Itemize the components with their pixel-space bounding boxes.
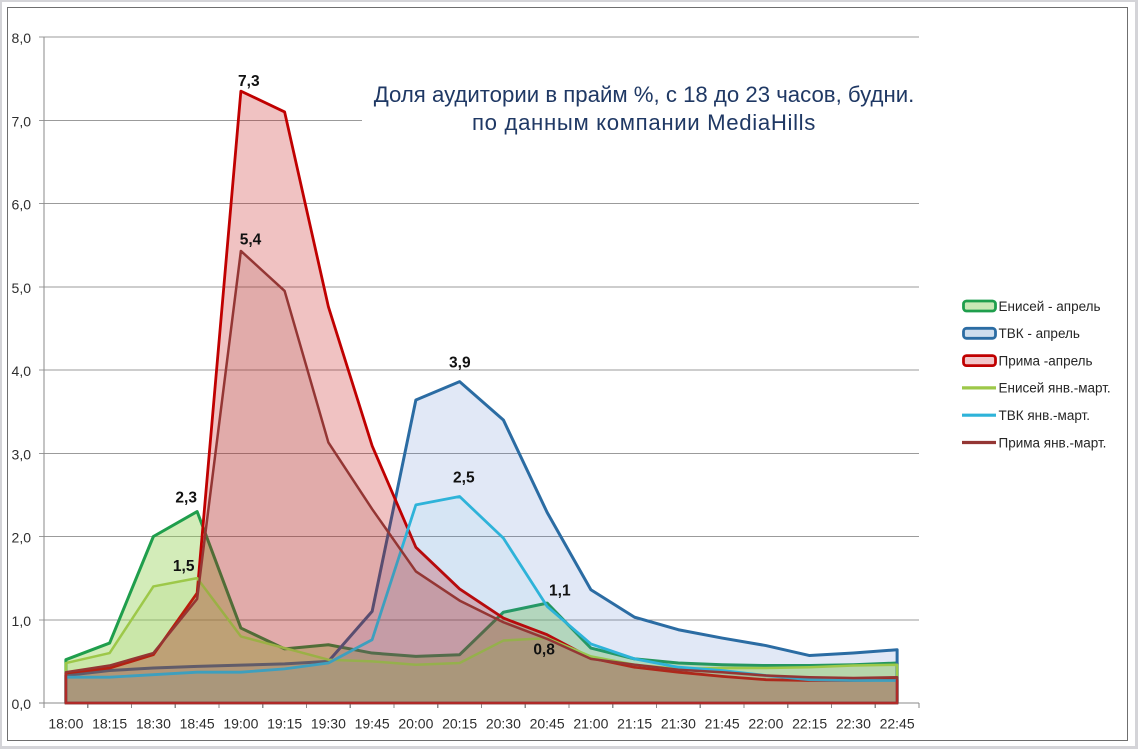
svg-text:22:45: 22:45: [880, 716, 915, 732]
svg-text:0,8: 0,8: [533, 642, 555, 659]
svg-text:Прима янв.-март.: Прима янв.-март.: [999, 435, 1107, 450]
svg-text:Енисей янв.-март.: Енисей янв.-март.: [999, 381, 1111, 396]
svg-text:22:30: 22:30: [836, 716, 871, 732]
svg-text:19:45: 19:45: [355, 716, 390, 732]
svg-text:19:15: 19:15: [267, 716, 302, 732]
svg-text:по данным компании MediaHills: по данным компании MediaHills: [472, 110, 816, 135]
svg-text:21:15: 21:15: [617, 716, 652, 732]
svg-text:Прима -апрель: Прима -апрель: [999, 353, 1093, 368]
svg-text:21:00: 21:00: [573, 716, 608, 732]
svg-text:2,0: 2,0: [12, 530, 32, 546]
svg-text:2,3: 2,3: [175, 489, 197, 506]
svg-text:8,0: 8,0: [12, 30, 32, 46]
svg-text:20:30: 20:30: [486, 716, 521, 732]
svg-text:3,0: 3,0: [12, 446, 32, 462]
svg-text:22:00: 22:00: [748, 716, 783, 732]
svg-text:7,0: 7,0: [12, 113, 32, 129]
svg-text:21:45: 21:45: [705, 716, 740, 732]
svg-text:7,3: 7,3: [238, 73, 260, 90]
svg-text:1,5: 1,5: [173, 558, 195, 575]
svg-text:5,0: 5,0: [12, 280, 32, 296]
svg-text:18:30: 18:30: [136, 716, 171, 732]
svg-text:2,5: 2,5: [453, 470, 475, 487]
svg-text:1,0: 1,0: [12, 613, 32, 629]
svg-text:Енисей - апрель: Енисей - апрель: [999, 299, 1101, 314]
svg-text:19:00: 19:00: [223, 716, 258, 732]
svg-text:6,0: 6,0: [12, 197, 32, 213]
svg-text:1,1: 1,1: [549, 583, 571, 600]
svg-text:20:15: 20:15: [442, 716, 477, 732]
svg-text:20:45: 20:45: [530, 716, 565, 732]
svg-text:ТВК - апрель: ТВК - апрель: [999, 326, 1080, 341]
svg-text:0,0: 0,0: [12, 696, 32, 712]
svg-text:5,4: 5,4: [240, 232, 262, 249]
svg-text:18:15: 18:15: [92, 716, 127, 732]
svg-text:3,9: 3,9: [449, 355, 471, 372]
svg-text:ТВК янв.-март.: ТВК янв.-март.: [999, 408, 1091, 423]
svg-text:22:15: 22:15: [792, 716, 827, 732]
svg-text:Доля аудитории в прайм %, с 18: Доля аудитории в прайм %, с 18 до 23 час…: [374, 82, 915, 107]
svg-text:18:00: 18:00: [48, 716, 83, 732]
svg-text:21:30: 21:30: [661, 716, 696, 732]
svg-text:20:00: 20:00: [398, 716, 433, 732]
svg-text:4,0: 4,0: [12, 363, 32, 379]
svg-text:19:30: 19:30: [311, 716, 346, 732]
svg-text:18:45: 18:45: [180, 716, 215, 732]
